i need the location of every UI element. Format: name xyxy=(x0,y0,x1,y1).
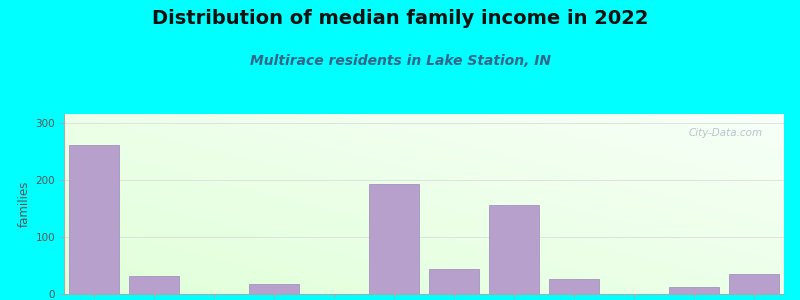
Bar xyxy=(130,276,178,294)
Bar xyxy=(250,284,298,294)
Bar xyxy=(490,206,538,294)
Bar xyxy=(70,146,118,294)
Bar xyxy=(430,269,478,294)
Text: Multirace residents in Lake Station, IN: Multirace residents in Lake Station, IN xyxy=(250,54,550,68)
Bar xyxy=(730,274,778,294)
Bar xyxy=(550,279,598,294)
Bar xyxy=(670,286,718,294)
Y-axis label: families: families xyxy=(18,181,31,227)
Bar xyxy=(370,184,418,294)
Text: City-Data.com: City-Data.com xyxy=(688,128,762,138)
Text: Distribution of median family income in 2022: Distribution of median family income in … xyxy=(152,9,648,28)
